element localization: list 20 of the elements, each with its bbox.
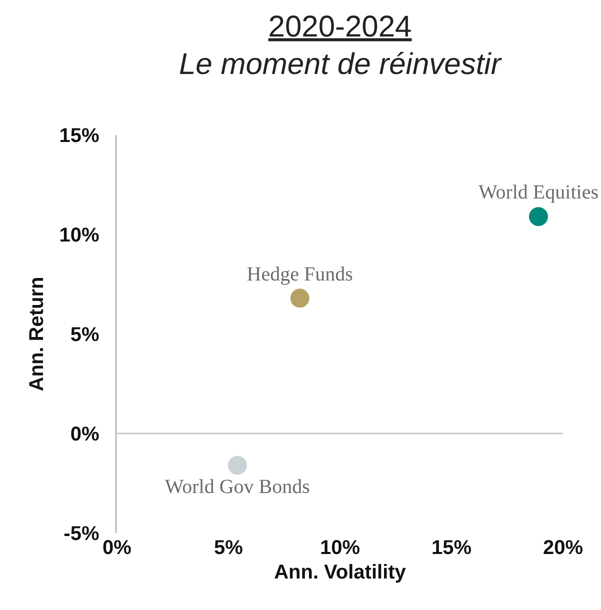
series-label: World Gov Bonds <box>164 476 310 498</box>
x-tick-label: 5% <box>214 537 244 559</box>
chart-subtitle: Le moment de réinvestir <box>179 48 502 81</box>
point <box>528 207 548 226</box>
x-tick-label: 0% <box>102 537 132 559</box>
y-axis-title: Ann. Return <box>26 276 48 392</box>
series-label: World Equities <box>478 182 599 204</box>
y-tick-label: 10% <box>59 224 100 246</box>
x-tick-label: 20% <box>542 537 584 559</box>
x-axis-title: Ann. Volatility <box>274 562 407 584</box>
series-label: Hedge Funds <box>246 263 354 286</box>
point <box>228 456 247 475</box>
y-tick-label: 15% <box>59 125 100 147</box>
y-tick-label: -5% <box>64 523 100 545</box>
point <box>290 288 310 308</box>
x-tick-label: 10% <box>320 537 360 559</box>
y-tick-label: 5% <box>70 324 100 346</box>
chart-title: 2020-2024 <box>268 10 412 44</box>
y-tick-label: 0% <box>70 424 100 446</box>
x-tick-label: 15% <box>431 537 472 559</box>
